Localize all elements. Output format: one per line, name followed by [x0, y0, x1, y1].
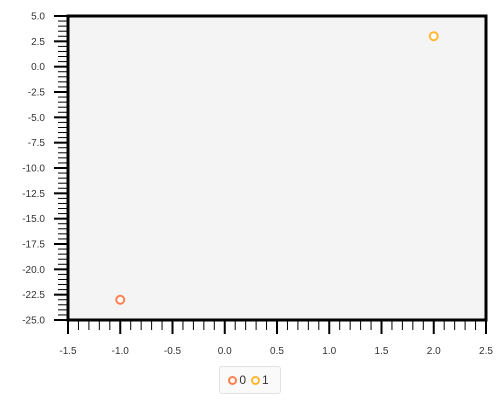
x-tick-label: -1.0 [112, 346, 130, 357]
y-axis-tick-labels: 5.0 2.5 0.0 -2.5 -5.0 -7.5 -10.0 -12.5 -15.0 -17.… [22, 12, 45, 327]
y-tick-label: -25.0 [22, 316, 45, 327]
y-tick-label: -15.0 [22, 214, 45, 225]
y-tick-label: 2.5 [31, 37, 45, 48]
legend-marker-circle-icon [228, 375, 238, 385]
y-tick-label: 5.0 [31, 12, 45, 23]
plot-area [66, 14, 488, 322]
x-tick-label: 2.0 [427, 346, 441, 357]
y-tick-label: 0.0 [31, 62, 45, 73]
legend-marker-circle-icon [251, 375, 260, 385]
y-tick-label: -17.5 [22, 240, 45, 251]
y-tick-label: -10.0 [22, 164, 45, 175]
y-tick-label: -22.5 [22, 290, 45, 301]
legend-item-series-0[interactable]: 0 [228, 373, 249, 387]
y-tick-label: -5.0 [28, 113, 46, 124]
x-tick-label: 1.5 [375, 346, 389, 357]
legend-label: 1 [262, 373, 269, 387]
x-tick-label: -1.5 [59, 346, 77, 357]
legend-item-series-1[interactable]: 1 [251, 373, 272, 387]
x-tick-label: 1.0 [322, 346, 336, 357]
y-tick-label: -2.5 [28, 88, 46, 99]
legend: 0 1 [219, 366, 281, 394]
x-tick-label: 0.0 [218, 346, 232, 357]
data-point-series-0 [115, 294, 126, 305]
data-points [115, 31, 439, 305]
y-tick-label: -12.5 [22, 189, 45, 200]
x-axis-tick-labels: -1.5 -1.0 -0.5 0.0 0.5 1.0 1.5 2.0 2.5 [59, 346, 493, 357]
y-tick-label: -20.0 [22, 265, 45, 276]
x-tick-label: 2.5 [479, 346, 493, 357]
x-tick-label: -0.5 [164, 346, 182, 357]
data-point-series-1 [428, 31, 439, 42]
x-tick-label: 0.5 [270, 346, 284, 357]
y-tick-label: -7.5 [28, 138, 46, 149]
axis-major-ticks [54, 15, 487, 334]
legend-label: 0 [239, 373, 246, 387]
